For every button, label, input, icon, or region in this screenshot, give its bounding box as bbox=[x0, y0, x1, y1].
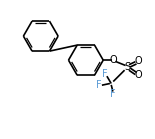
Text: F: F bbox=[110, 89, 116, 99]
Text: O: O bbox=[134, 70, 142, 80]
Text: O: O bbox=[134, 56, 142, 66]
Text: S: S bbox=[124, 63, 130, 73]
Text: F: F bbox=[96, 80, 101, 90]
Text: F: F bbox=[102, 69, 108, 79]
Text: O: O bbox=[109, 55, 117, 65]
